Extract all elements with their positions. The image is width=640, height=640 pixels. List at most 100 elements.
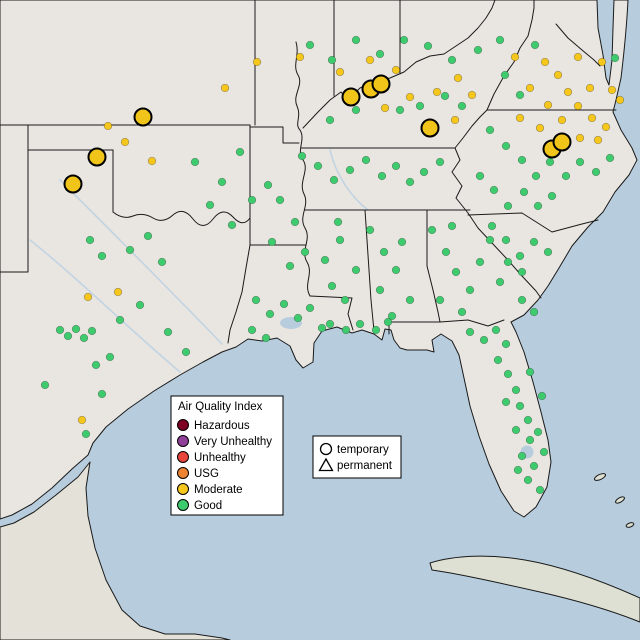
station-good [501, 397, 511, 407]
station-good [300, 247, 310, 257]
station-good [181, 347, 191, 357]
station-good [511, 425, 521, 435]
station-good [493, 355, 503, 365]
station-good [415, 101, 425, 111]
swatch-hazardous [177, 419, 189, 431]
station-moderate [557, 115, 567, 125]
station-good [513, 465, 523, 475]
station-good [97, 251, 107, 261]
station-good [535, 485, 545, 495]
station-good [485, 235, 495, 245]
station-good [157, 257, 167, 267]
station-good [539, 447, 549, 457]
station-good [40, 380, 50, 390]
station-good [275, 195, 285, 205]
station-moderate [597, 57, 607, 67]
station-good [351, 35, 361, 45]
label-very-unhealthy: Very Unhealthy [194, 436, 272, 448]
station-good [313, 161, 323, 171]
station-good [405, 295, 415, 305]
station-moderate [553, 70, 563, 80]
station-good [465, 285, 475, 295]
station-good [115, 315, 125, 325]
station-moderate [585, 83, 595, 93]
station-good [251, 295, 261, 305]
station-temporary-moderate [63, 174, 83, 194]
station-good [325, 115, 335, 125]
station-good [365, 225, 375, 235]
station-good [355, 319, 365, 329]
station-good [265, 309, 275, 319]
legend-type: temporary permanent [312, 435, 402, 479]
station-good [525, 435, 535, 445]
station-good [543, 247, 553, 257]
station-good [405, 177, 415, 187]
station-good [279, 299, 289, 309]
station-good [247, 325, 257, 335]
station-good [305, 303, 315, 313]
station-moderate [380, 103, 390, 113]
station-good [475, 257, 485, 267]
station-marker-layer [40, 35, 625, 495]
station-good [97, 389, 107, 399]
station-moderate [515, 113, 525, 123]
station-moderate [103, 121, 113, 131]
station-good [371, 325, 381, 335]
station-good [391, 265, 401, 275]
station-good [297, 151, 307, 161]
station-good [263, 180, 273, 190]
station-good [533, 201, 543, 211]
station-moderate [147, 156, 157, 166]
station-moderate [453, 73, 463, 83]
station-good [387, 311, 397, 321]
station-good [473, 45, 483, 55]
station-good [329, 175, 339, 185]
permanent-symbol-icon [318, 457, 334, 472]
station-moderate [525, 83, 535, 93]
station-good [79, 333, 89, 343]
station-good [530, 40, 540, 50]
station-good [457, 101, 467, 111]
station-good [517, 451, 527, 461]
station-good [515, 251, 525, 261]
station-good [561, 171, 571, 181]
station-good [465, 327, 475, 337]
station-good [205, 200, 215, 210]
station-moderate [615, 95, 625, 105]
station-good [501, 235, 511, 245]
station-good [447, 221, 457, 231]
station-good [423, 41, 433, 51]
station-moderate [295, 52, 305, 62]
station-moderate [113, 287, 123, 297]
station-good [375, 285, 385, 295]
legend-aqi: Air Quality Index Hazardous Very Unhealt… [170, 395, 284, 516]
swatch-good [177, 499, 189, 511]
station-good [333, 217, 343, 227]
station-temporary-moderate [371, 74, 391, 94]
station-good [125, 245, 135, 255]
station-good [487, 221, 497, 231]
station-moderate [120, 137, 130, 147]
station-moderate [365, 55, 375, 65]
station-temporary-moderate [420, 118, 440, 138]
cuba-island [429, 555, 640, 623]
station-good [325, 319, 335, 329]
label-unhealthy: Unhealthy [194, 452, 246, 464]
label-hazardous: Hazardous [194, 420, 250, 432]
station-good [377, 171, 387, 181]
station-moderate [467, 90, 477, 100]
station-good [391, 161, 401, 171]
station-good [163, 327, 173, 337]
station-moderate [563, 87, 573, 97]
station-good [591, 167, 601, 177]
station-good [305, 40, 315, 50]
temporary-symbol-icon [319, 442, 333, 456]
station-moderate [593, 135, 603, 145]
station-good [529, 461, 539, 471]
station-good [190, 157, 200, 167]
station-moderate [573, 101, 583, 111]
station-good [500, 70, 510, 80]
station-good [545, 157, 555, 167]
station-good [63, 331, 73, 341]
